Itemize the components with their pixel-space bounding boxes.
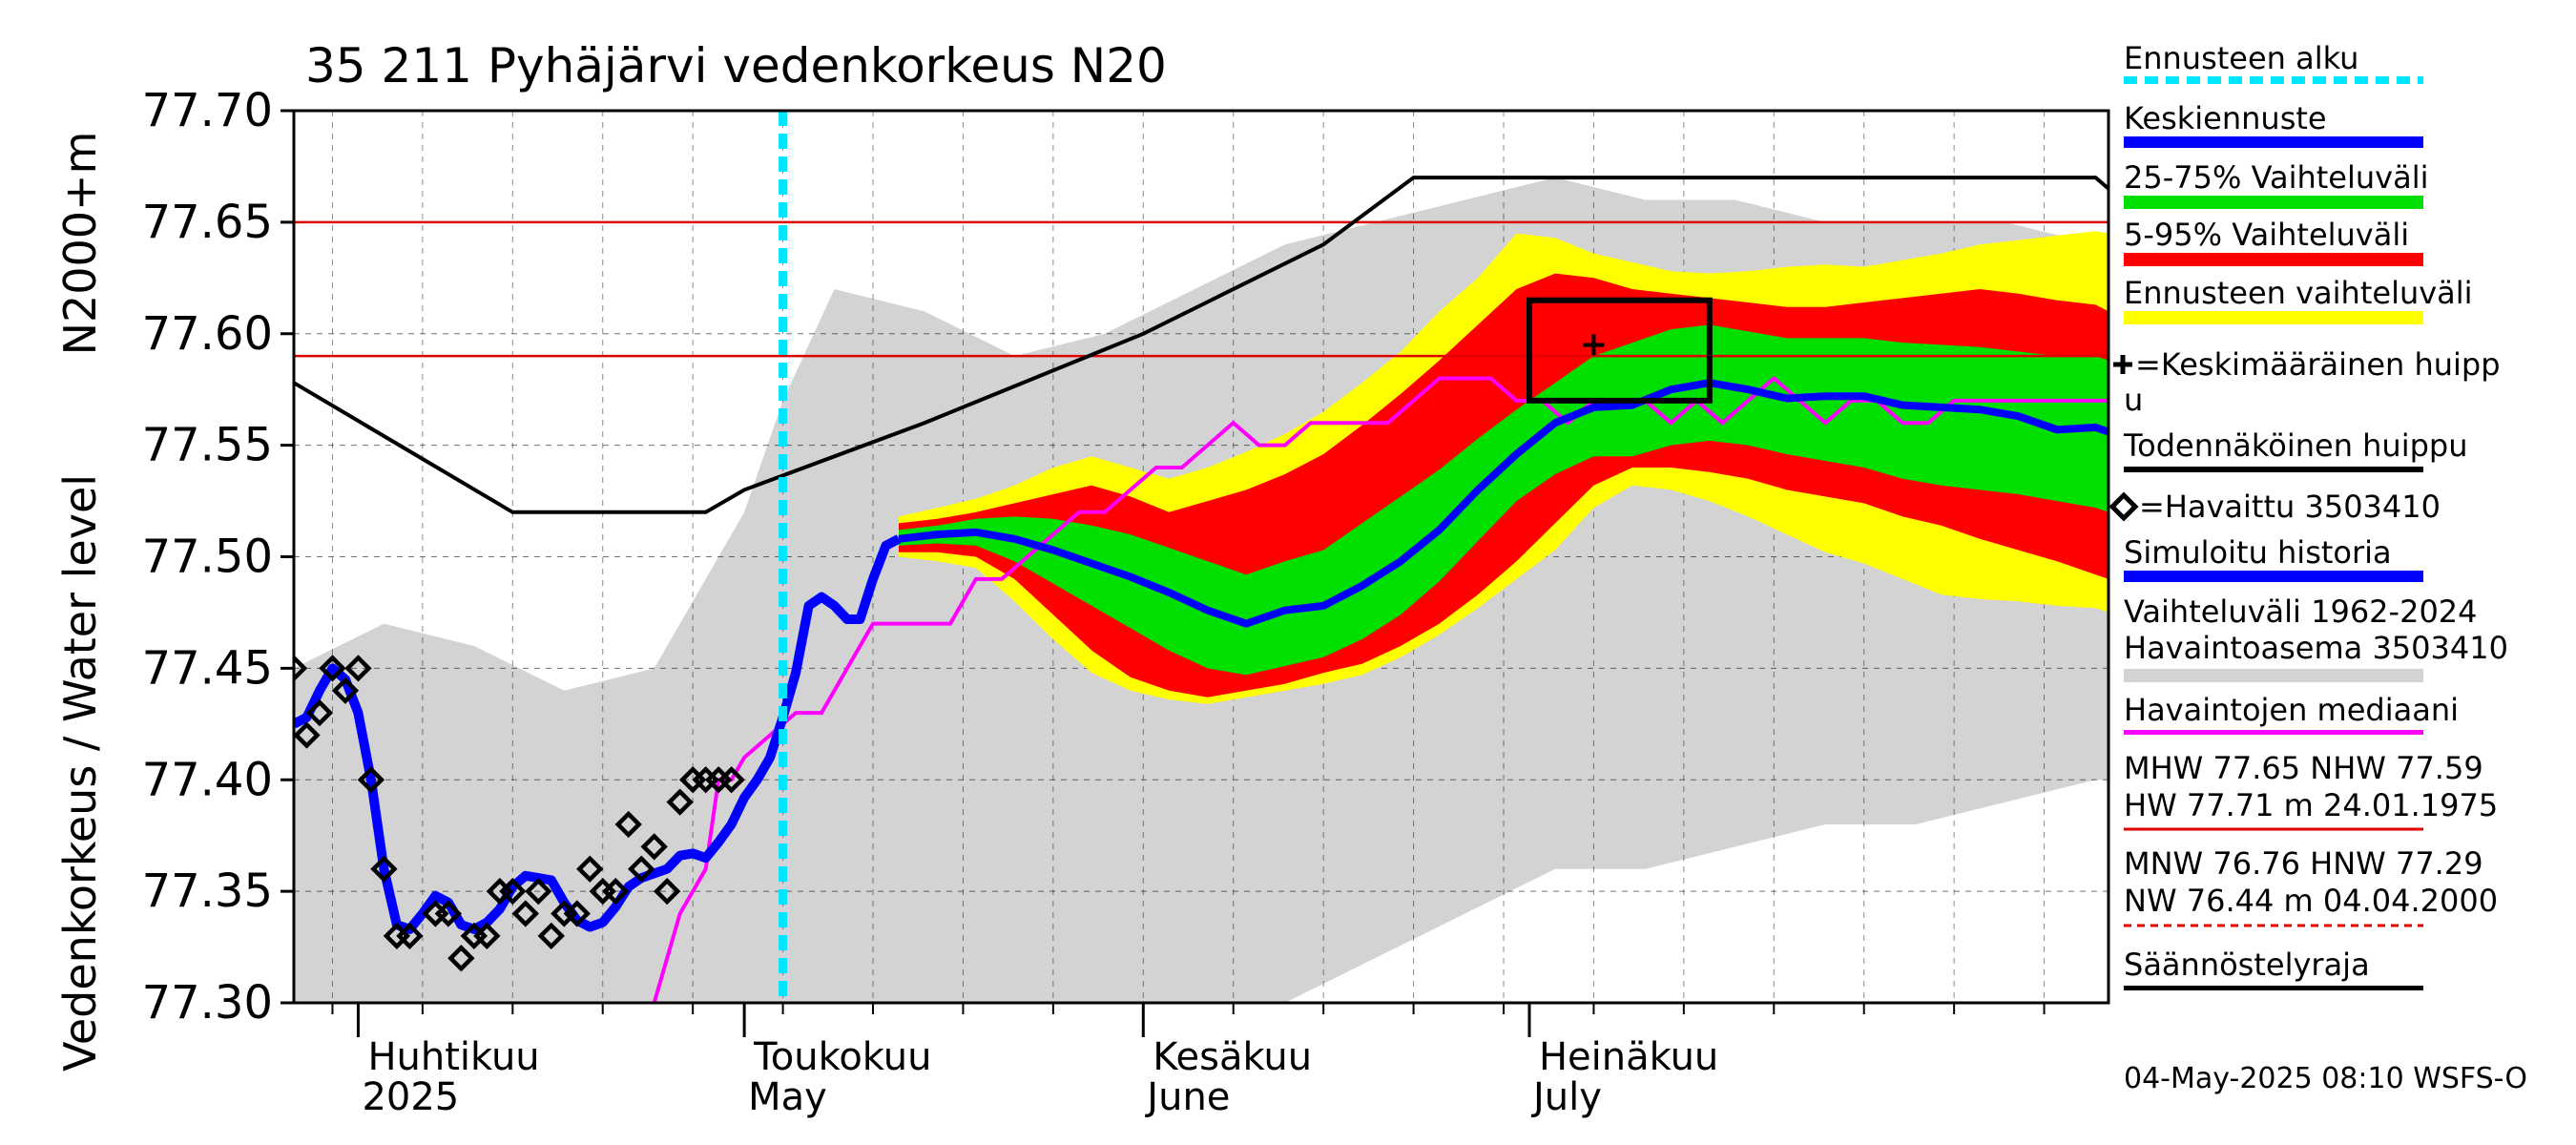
legend-range-line1: Vaihteluväli 1962-2024: [2124, 593, 2478, 630]
legend-swatch-simulated: [2124, 571, 2423, 582]
x-month-label: Toukokuu: [753, 1035, 931, 1079]
observed-point: [525, 877, 552, 906]
series-lines-layer: [294, 111, 2109, 1003]
reference-lines-layer: [294, 220, 2109, 358]
mean-forecast-line: [898, 379, 2109, 628]
observed-point: [628, 855, 655, 883]
legend-label-regulation: Säännöstelyraja: [2124, 947, 2370, 983]
legend-swatch-historical-range: [2124, 669, 2423, 682]
observed-point: [640, 833, 668, 861]
median-line: [652, 375, 2109, 1003]
observed-point: [305, 698, 334, 727]
x-month-sublabel: July: [1530, 1075, 1602, 1119]
legend-stats-line3: MNW 76.76 HNW 77.29: [2124, 845, 2483, 882]
legend-swatch-probable-peak: [2124, 467, 2423, 472]
probable-peak-box: [1526, 297, 1713, 404]
legend-observed-diamond-icon: [2109, 491, 2139, 522]
observed-point: [434, 900, 463, 927]
legend-stats-line1: MHW 77.65 NHW 77.59: [2124, 750, 2483, 786]
legend-label-forecast-start: Ennusteen alku: [2124, 40, 2358, 76]
observed-point: [499, 877, 527, 906]
band-25-75-area: [899, 324, 2109, 676]
y-tick-label: 77.55: [142, 419, 273, 472]
observed-point: [370, 855, 398, 883]
observed-point: [537, 922, 565, 950]
observed-point: [576, 855, 604, 883]
observed-point: [717, 766, 745, 794]
x-month-sublabel: May: [748, 1075, 827, 1119]
observed-point: [344, 655, 372, 682]
x-month-sublabel: 2025: [362, 1075, 459, 1119]
y-axis-label: Vedenkorkeus / Water level: [54, 474, 106, 1072]
legend-swatch-regulation: [2124, 986, 2423, 990]
y-ticks: 77.70 77.65 77.60 77.55 77.50 77.45 77.40 77.35…: [142, 84, 294, 1030]
x-month-label: Heinäkuu: [1539, 1035, 1718, 1079]
observed-point: [666, 788, 694, 816]
y-tick-label: 77.45: [142, 641, 273, 695]
y-tick-label: 77.30: [142, 976, 273, 1030]
legend-swatch-forecast-range: [2124, 311, 2423, 324]
legend-label-simulated: Simuloitu historia: [2124, 534, 2392, 571]
legend-label-mean-forecast: Keskiennuste: [2124, 100, 2327, 136]
observed-point: [473, 922, 501, 950]
observed-point: [614, 810, 642, 839]
observed-point: [447, 945, 475, 972]
x-month-label: Huhtikuu: [367, 1035, 539, 1079]
x-month-sublabel: June: [1144, 1075, 1230, 1119]
observed-point: [511, 900, 539, 927]
y-tick-label: 77.70: [142, 84, 273, 137]
legend-stats-line2: HW 77.71 m 24.01.1975: [2124, 787, 2498, 823]
y-tick-label: 77.50: [142, 531, 273, 584]
y-axis-unit-label: N2000+m: [54, 132, 106, 356]
legend-mean-peak-plus-icon: [2113, 355, 2132, 374]
y-tick-label: 77.35: [142, 864, 273, 918]
x-month-label: Kesäkuu: [1153, 1035, 1312, 1079]
legend-swatch-median: [2124, 730, 2423, 735]
legend-label-mean-peak: =Keskimääräinen huipp: [2135, 346, 2501, 383]
simulated-history-line: [294, 534, 902, 934]
legend-label-band-25-75: 25-75% Vaihteluväli: [2124, 159, 2428, 196]
regulation-line: [294, 176, 2109, 514]
legend: Ennusteen alku Keskiennuste 25-75% Vaiht…: [2109, 40, 2508, 990]
legend-label-probable-peak: Todennäköinen huippu: [2123, 427, 2468, 464]
observed-point: [654, 877, 681, 906]
observed-markers-layer: [294, 334, 1605, 972]
legend-swatch-band-5-95: [2124, 253, 2423, 266]
observed-point: [602, 877, 630, 906]
legend-label-observed: =Havaittu 3503410: [2139, 489, 2441, 525]
legend-label-band-5-95: 5-95% Vaihteluväli: [2124, 217, 2409, 253]
observed-point: [294, 655, 308, 682]
observed-point: [396, 922, 424, 950]
plot-area: [294, 111, 2109, 1003]
y-tick-label: 77.60: [142, 307, 273, 361]
legend-range-line2: Havaintoasema 3503410: [2124, 630, 2508, 666]
y-tick-label: 77.65: [142, 196, 273, 249]
observed-point: [331, 677, 360, 704]
legend-swatch-band-25-75: [2124, 196, 2423, 209]
observed-point: [294, 721, 321, 749]
legend-label-mean-peak-wrap: u: [2124, 382, 2143, 418]
observed-point: [563, 900, 591, 927]
observed-point: [319, 655, 346, 682]
chart-title: 35 211 Pyhäjärvi vedenkorkeus N20: [305, 38, 1167, 94]
observed-point: [357, 766, 385, 794]
legend-swatch-mean-forecast: [2124, 136, 2423, 148]
legend-label-median: Havaintojen mediaani: [2124, 692, 2459, 728]
legend-stats-line4: NW 76.44 m 04.04.2000: [2124, 883, 2498, 919]
y-tick-label: 77.40: [142, 753, 273, 806]
legend-label-forecast-range: Ennusteen vaihteluväli: [2124, 275, 2473, 311]
footer-timestamp: 04-May-2025 08:10 WSFS-O: [2124, 1062, 2527, 1095]
